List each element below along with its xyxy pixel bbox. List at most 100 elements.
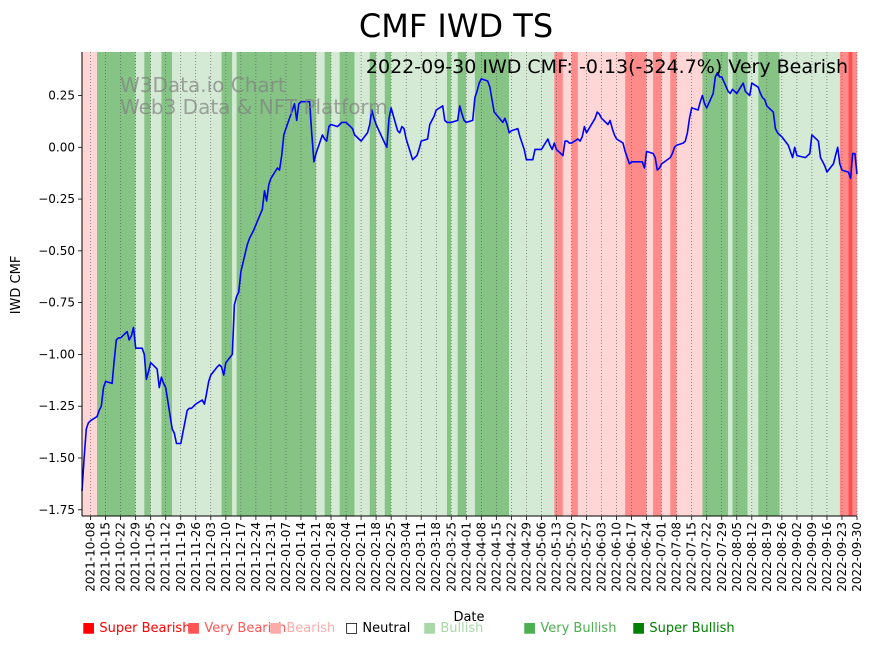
legend-swatch: ■ [82, 620, 96, 636]
x-tick-label: 2022-03-04 [399, 522, 413, 592]
x-tick-label: 2021-12-03 [204, 522, 218, 592]
x-tick-label: 2022-07-01 [655, 522, 669, 592]
x-tick-label: 2021-12-24 [249, 522, 263, 592]
band-very-bearish [571, 52, 578, 516]
x-tick-label: 2022-08-12 [745, 522, 759, 592]
x-tick-label: 2022-08-05 [730, 522, 744, 592]
x-tick-label: 2022-04-22 [504, 522, 518, 592]
band-bullish [150, 52, 162, 516]
x-tick-label: 2022-08-19 [760, 522, 774, 592]
band-bullish [172, 52, 222, 516]
band-bullish [354, 52, 370, 516]
x-tick-label: 2022-05-27 [580, 522, 594, 592]
x-tick-label: 2021-11-19 [174, 522, 188, 592]
x-tick-label: 2021-11-26 [189, 522, 203, 592]
x-tick-label: 2022-04-08 [474, 522, 488, 592]
x-tick-label: 2022-01-21 [309, 522, 323, 592]
y-tick-label: −0.25 [38, 192, 75, 206]
chart-title: CMF IWD TS [359, 7, 553, 45]
band-very-bearish [670, 52, 677, 516]
x-tick-label: 2021-10-29 [129, 522, 143, 592]
legend-label: Neutral [362, 621, 411, 636]
x-tick-label: 2022-07-15 [685, 522, 699, 592]
x-tick-label: 2022-07-22 [700, 522, 714, 592]
y-tick-label: −1.75 [38, 503, 75, 517]
x-tick-label: 2022-06-10 [610, 522, 624, 592]
x-tick-label: 2022-03-18 [429, 522, 443, 592]
band-very-bearish [852, 52, 857, 516]
legend-label: Super Bearish [99, 621, 191, 636]
band-very-bullish [236, 52, 317, 516]
band-bullish [779, 52, 840, 516]
legend-item-super-bullish: ■ Super Bullish [632, 620, 735, 636]
cmf-line [81, 71, 858, 492]
band-very-bullish [369, 52, 377, 516]
x-tick-label: 2022-02-18 [369, 522, 383, 592]
band-bullish [451, 52, 458, 516]
x-tick-label: 2022-03-25 [444, 522, 458, 592]
x-tick-label: 2022-04-15 [489, 522, 503, 592]
band-very-bullish [702, 52, 729, 516]
vertical-gridlines [90, 52, 858, 516]
band-very-bearish [653, 52, 662, 516]
band-super-bearish [848, 52, 853, 516]
legend-item-neutral: □ Neutral [345, 620, 410, 636]
y-tick-label: −0.50 [38, 244, 75, 258]
band-very-bullish [457, 52, 467, 516]
x-tick-label: 2022-05-13 [549, 522, 563, 592]
x-tick-label: 2022-09-02 [790, 522, 804, 592]
axes: 2021-10-08 2021-10-15 2021-10-22 2021-10-29… [38, 52, 864, 592]
legend-label: Bullish [440, 621, 484, 636]
band-bearish [82, 52, 98, 516]
y-tick-label: −1.00 [38, 347, 75, 361]
x-tick-label: 2022-01-07 [279, 522, 293, 592]
band-bullish [316, 52, 325, 516]
legend-label: Super Bullish [649, 621, 735, 636]
y-axis-label: IWD CMF [9, 256, 24, 315]
x-tick-label: 2022-06-24 [640, 522, 654, 592]
band-bullish [391, 52, 447, 516]
latest-value-annotation: 2022-09-30 IWD CMF: -0.13(-324.7%) Very … [366, 56, 848, 78]
legend-item-very-bullish: ■ Very Bullish [523, 620, 616, 636]
x-tick-label: 2022-09-16 [820, 522, 834, 592]
x-tick-label: 2021-11-12 [159, 522, 173, 592]
legend-swatch: □ [345, 620, 359, 636]
x-tick-label: 2022-09-23 [835, 522, 849, 592]
legend-swatch: ■ [523, 620, 537, 636]
x-tick-label: 2022-05-06 [534, 522, 548, 592]
x-tick-label: 2021-11-05 [144, 522, 158, 592]
band-very-bullish [758, 52, 780, 516]
x-tick-label: 2022-07-08 [670, 522, 684, 592]
x-tick-label: 2022-03-11 [414, 522, 428, 592]
band-very-bearish [625, 52, 647, 516]
y-tick-label: −0.75 [38, 296, 75, 310]
x-tick-label: 2021-12-17 [234, 522, 248, 592]
legend: ■ Super Bearish ■ Very Bearish ■ Bearish… [82, 620, 862, 638]
band-very-bearish [554, 52, 563, 516]
x-tick-label: 2022-06-03 [595, 522, 609, 592]
x-tick-label: 2022-02-11 [354, 522, 368, 592]
band-very-bullish [339, 52, 355, 516]
x-tick-label: 2022-02-25 [384, 522, 398, 592]
legend-swatch: ■ [269, 620, 283, 636]
band-bullish [331, 52, 340, 516]
watermark-line1: W3Data.io Chart [120, 73, 286, 97]
legend-item-super-bearish: ■ Super Bearish [82, 620, 190, 636]
band-bullish [466, 52, 475, 516]
x-tick-label: 2022-07-29 [715, 522, 729, 592]
y-tick-label: 0.00 [48, 140, 75, 154]
legend-swatch: ■ [187, 620, 201, 636]
band-very-bullish [446, 52, 452, 516]
x-tick-label: 2022-01-14 [294, 522, 308, 592]
legend-swatch: ■ [632, 620, 646, 636]
band-very-bullish [144, 52, 151, 516]
band-bullish [747, 52, 759, 516]
band-very-bullish [732, 52, 748, 516]
watermark-line2: Web3 Data & NFT Platform [120, 95, 388, 119]
x-axis-label: Date [453, 610, 484, 625]
legend-swatch: ■ [423, 620, 437, 636]
band-very-bearish [839, 52, 849, 516]
band-bearish [646, 52, 654, 516]
x-tick-label: 2022-01-28 [324, 522, 338, 592]
